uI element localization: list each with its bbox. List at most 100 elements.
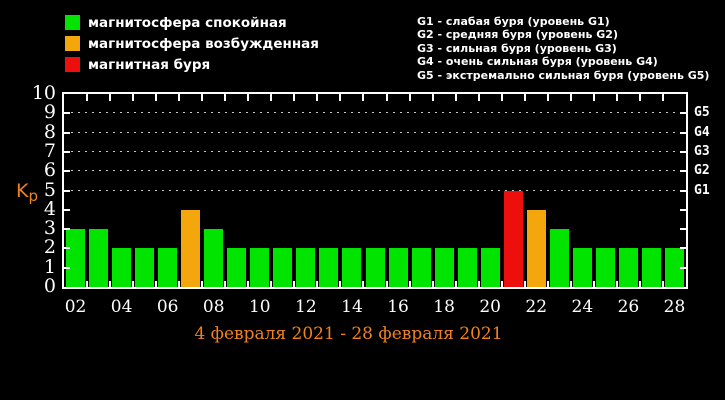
right-axis-tick — [680, 247, 686, 250]
storm-level-line-g4: G4 - очень сильная буря (уровень G4) — [417, 55, 658, 69]
x-tick-label-06: 06 — [156, 297, 179, 317]
bottom-axis-tick — [362, 281, 365, 287]
bottom-axis-tick — [385, 281, 388, 287]
top-axis-tick — [201, 94, 204, 101]
top-axis-tick — [523, 94, 526, 101]
bar-day-26 — [618, 248, 638, 287]
x-tick-label-28: 28 — [663, 297, 686, 317]
legend-label-quiet: магнитосфера спокойная — [88, 14, 287, 31]
top-axis-tick — [339, 94, 342, 101]
storm-level-line-g3: G3 - сильная буря (уровень G3) — [417, 41, 617, 55]
plot-area — [62, 92, 688, 289]
storm-level-line-g5: G5 - экстремально сильная буря (уровень … — [417, 68, 710, 82]
top-axis-tick — [546, 94, 549, 101]
bottom-axis-tick — [224, 281, 227, 287]
kp-axis-label-sub: p — [28, 187, 38, 205]
bar-day-06 — [158, 248, 178, 287]
y-tick-label-0: 0 — [43, 275, 56, 297]
x-tick-label-20: 20 — [479, 297, 501, 317]
top-axis-tick — [661, 94, 664, 101]
top-axis-tick — [362, 94, 365, 101]
x-tick-label-14: 14 — [341, 297, 363, 317]
right-axis-label-g1: G1 — [694, 182, 710, 198]
bottom-axis-tick — [247, 281, 250, 287]
bottom-axis-tick — [546, 281, 549, 287]
bottom-axis-tick — [86, 281, 89, 287]
bar-day-28 — [664, 248, 684, 287]
right-axis-tick — [680, 189, 686, 192]
bottom-axis-tick — [500, 281, 503, 287]
right-axis-tick — [680, 170, 686, 173]
top-axis-tick — [408, 94, 411, 101]
y-tick-label-10: 10 — [31, 82, 56, 104]
bar-day-11 — [273, 248, 293, 287]
legend-label-excited: магнитосфера возбужденная — [88, 35, 319, 52]
bottom-axis-tick — [523, 281, 526, 287]
bottom-axis-tick — [638, 281, 641, 287]
bar-day-23 — [549, 229, 569, 287]
y-tick-label-6: 6 — [43, 159, 56, 182]
bottom-axis-tick — [339, 281, 342, 287]
x-tick-label-12: 12 — [295, 297, 317, 317]
right-axis-label-g5: G5 — [694, 105, 710, 121]
bottom-axis-tick — [454, 281, 457, 287]
y-tick-label-3: 3 — [43, 217, 56, 240]
gridline-kp-7 — [64, 150, 686, 152]
right-axis-tick — [680, 228, 686, 231]
x-tick-label-16: 16 — [387, 297, 409, 317]
bottom-axis-tick — [293, 281, 296, 287]
left-axis-tick — [64, 266, 70, 269]
left-axis-tick — [64, 112, 70, 115]
top-axis-tick — [293, 94, 296, 101]
top-axis-tick — [247, 94, 250, 101]
y-tick-label-5: 5 — [43, 178, 56, 201]
bar-day-20 — [480, 248, 500, 287]
top-axis-tick — [500, 94, 503, 101]
x-tick-label-22: 22 — [525, 297, 548, 317]
top-axis-tick — [109, 94, 112, 101]
y-tick-label-4: 4 — [43, 197, 56, 220]
bottom-axis-tick — [592, 281, 595, 287]
bottom-axis-tick — [408, 281, 411, 287]
bar-day-13 — [319, 248, 339, 287]
top-axis-tick — [638, 94, 641, 101]
right-axis-label-g2: G2 — [694, 163, 710, 179]
x-tick-label-02: 02 — [64, 297, 87, 317]
y-tick-label-2: 2 — [43, 236, 56, 259]
top-axis-tick — [477, 94, 480, 101]
right-axis-tick — [680, 131, 686, 134]
legend-item-excited: магнитосфера возбужденная — [65, 35, 319, 52]
bar-day-21 — [503, 190, 523, 287]
bottom-axis-tick — [132, 281, 135, 287]
gridline-kp-5 — [64, 189, 686, 191]
bottom-axis-tick — [661, 281, 664, 287]
right-axis-tick — [680, 150, 686, 153]
right-axis-tick — [680, 112, 686, 115]
bar-day-27 — [641, 248, 661, 287]
storm-level-line-g2: G2 - средняя буря (уровень G2) — [417, 28, 618, 42]
legend-item-storm: магнитная буря — [65, 57, 319, 73]
left-axis-tick — [64, 170, 70, 173]
excited-color-swatch — [65, 36, 80, 51]
x-tick-label-10: 10 — [248, 297, 271, 317]
top-axis-tick — [385, 94, 388, 101]
bottom-axis-tick — [615, 281, 618, 287]
gridline-kp-6 — [64, 170, 686, 172]
bar-day-12 — [296, 248, 316, 287]
y-tick-label-1: 1 — [43, 255, 56, 278]
top-axis-tick — [155, 94, 158, 101]
top-axis-tick — [592, 94, 595, 101]
kp-axis-label: Kp — [16, 180, 38, 205]
bar-day-25 — [595, 248, 615, 287]
x-tick-label-08: 08 — [202, 297, 225, 317]
quiet-color-swatch — [65, 15, 80, 30]
right-axis-label-g4: G4 — [694, 124, 710, 140]
top-axis-tick — [86, 94, 89, 101]
x-tick-label-24: 24 — [571, 297, 594, 317]
bar-day-16 — [388, 248, 408, 287]
bottom-axis-tick — [431, 281, 434, 287]
bar-day-17 — [411, 248, 431, 287]
bottom-axis-tick — [109, 281, 112, 287]
left-axis-tick — [64, 131, 70, 134]
legend: магнитосфера спокойная магнитосфера возб… — [65, 15, 319, 78]
